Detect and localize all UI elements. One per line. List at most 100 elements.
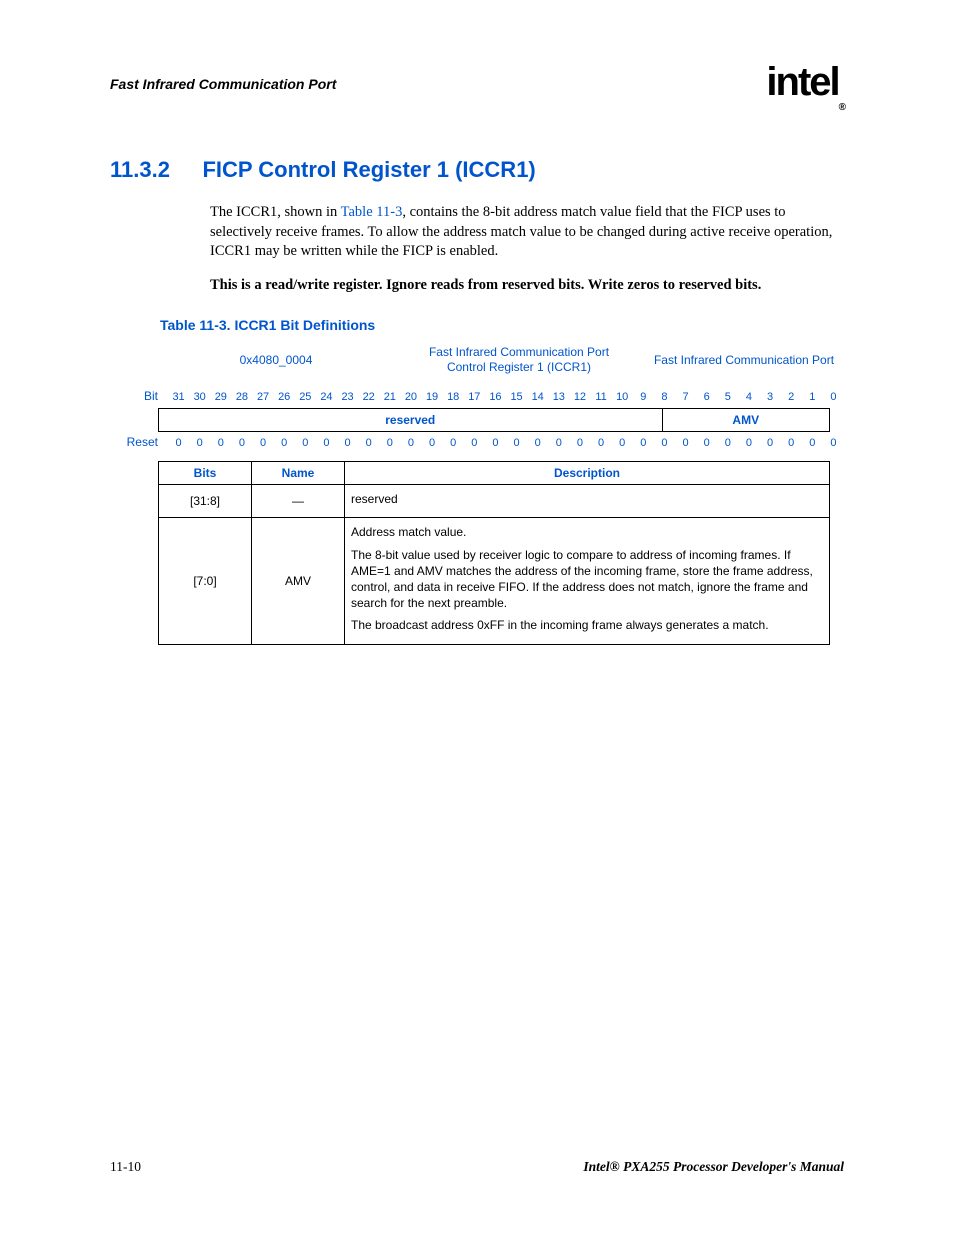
page-footer: 11-10 Intel® PXA255 Processor Developer'… — [110, 1159, 844, 1175]
bit-number-cell: 24 — [316, 389, 337, 405]
description-paragraph: Address match value. — [351, 524, 823, 540]
bit-row-label: Bit — [110, 389, 168, 403]
bit-number-cell: 9 — [633, 389, 654, 405]
description-cell: reserved — [345, 485, 830, 518]
bit-number-cell: 22 — [358, 389, 379, 405]
bit-number-cell: 26 — [274, 389, 295, 405]
description-table: Bits Name Description [31:8]—reserved[7:… — [158, 461, 830, 644]
page-header: Fast Infrared Communication Port intel® — [110, 60, 844, 107]
reset-value-cell: 0 — [379, 435, 400, 451]
reset-value-cell: 0 — [358, 435, 379, 451]
page-number: 11-10 — [110, 1159, 141, 1175]
table-header-row: Bits Name Description — [159, 462, 830, 485]
section-heading: 11.3.2 FICP Control Register 1 (ICCR1) — [110, 157, 844, 183]
reset-value-cell: 0 — [168, 435, 189, 451]
reset-value-cell: 0 — [274, 435, 295, 451]
bit-number-cell: 19 — [422, 389, 443, 405]
bit-number-cell: 3 — [760, 389, 781, 405]
reset-value-cell: 0 — [253, 435, 274, 451]
bit-number-cell: 18 — [443, 389, 464, 405]
reset-value-cell: 0 — [337, 435, 358, 451]
register-address: 0x4080_0004 — [158, 353, 394, 367]
field-box: AMV — [662, 409, 830, 431]
bit-number-cell: 16 — [485, 389, 506, 405]
reset-value-cell: 0 — [654, 435, 675, 451]
reset-value-cell: 0 — [823, 435, 844, 451]
page-container: Fast Infrared Communication Port intel® … — [0, 0, 954, 1235]
reset-value-cell: 0 — [422, 435, 443, 451]
logo-text: intel — [766, 60, 838, 104]
reset-value-cell: 0 — [802, 435, 823, 451]
paragraph-1: The ICCR1, shown in Table 11-3, contains… — [210, 203, 844, 262]
bit-number-cell: 17 — [464, 389, 485, 405]
bit-number-cell: 20 — [400, 389, 421, 405]
reset-value-cell: 0 — [760, 435, 781, 451]
reset-value-cell: 0 — [210, 435, 231, 451]
bit-number-cell: 10 — [612, 389, 633, 405]
bit-number-cell: 4 — [738, 389, 759, 405]
bit-number-cell: 14 — [527, 389, 548, 405]
field-row: reservedAMV — [110, 408, 844, 432]
description-paragraph: The broadcast address 0xFF in the incomi… — [351, 617, 823, 633]
bit-number-cell: 1 — [802, 389, 823, 405]
register-diagram: 0x4080_0004 Fast Infrared Communication … — [110, 345, 844, 644]
bit-number-cell: 0 — [823, 389, 844, 405]
bit-number-cell: 23 — [337, 389, 358, 405]
bit-number-cell: 7 — [675, 389, 696, 405]
bits-cell: [31:8] — [159, 485, 252, 518]
col-name: Name — [252, 462, 345, 485]
bit-number-cell: 13 — [548, 389, 569, 405]
reset-value-cell: 0 — [506, 435, 527, 451]
col-description: Description — [345, 462, 830, 485]
bit-number-cell: 11 — [591, 389, 612, 405]
section-title: FICP Control Register 1 (ICCR1) — [202, 157, 535, 183]
name-cell: AMV — [252, 518, 345, 644]
manual-title: Intel® PXA255 Processor Developer's Manu… — [583, 1159, 844, 1175]
reset-value-cell: 0 — [633, 435, 654, 451]
reset-value-cell: 0 — [738, 435, 759, 451]
table-row: [7:0]AMV Address match value. The 8-bit va… — [159, 518, 830, 644]
reset-value-cell: 0 — [717, 435, 738, 451]
reset-value-cell: 0 — [464, 435, 485, 451]
bit-number-cell: 27 — [253, 389, 274, 405]
reset-value-cell: 0 — [316, 435, 337, 451]
chapter-label: Fast Infrared Communication Port — [110, 76, 336, 92]
col-bits: Bits — [159, 462, 252, 485]
bit-number-cell: 25 — [295, 389, 316, 405]
intel-logo: intel® — [766, 60, 844, 107]
table-row: [31:8]—reserved — [159, 485, 830, 518]
bit-number-cell: 21 — [379, 389, 400, 405]
name-cell: — — [252, 485, 345, 518]
bit-number-cell: 15 — [506, 389, 527, 405]
reset-value-cell: 0 — [612, 435, 633, 451]
bit-number-cell: 8 — [654, 389, 675, 405]
reset-value-cell: 0 — [527, 435, 548, 451]
registered-mark: ® — [839, 102, 844, 113]
bit-number-cell: 6 — [696, 389, 717, 405]
bits-cell: [7:0] — [159, 518, 252, 644]
bit-number-cell: 12 — [569, 389, 590, 405]
reset-value-cell: 0 — [485, 435, 506, 451]
bit-number-cell: 5 — [717, 389, 738, 405]
bit-number-cell: 30 — [189, 389, 210, 405]
bit-number-cell: 28 — [231, 389, 252, 405]
register-name-l1: Fast Infrared Communication Port — [429, 345, 609, 359]
bit-number-row: Bit 313029282726252423222120191817161514… — [110, 389, 844, 405]
reset-value-cell: 0 — [548, 435, 569, 451]
paragraph-2: This is a read/write register. Ignore re… — [210, 276, 844, 296]
reset-row: Reset 00000000000000000000000000000000 — [110, 435, 844, 451]
description-cell: Address match value. The 8-bit value used… — [345, 518, 830, 644]
bit-number-cell: 29 — [210, 389, 231, 405]
table-link[interactable]: Table 11-3 — [341, 204, 403, 220]
p1-text-a: The ICCR1, shown in — [210, 204, 341, 220]
reset-value-cell: 0 — [189, 435, 210, 451]
register-module: Fast Infrared Communication Port — [644, 353, 844, 367]
reset-value-cell: 0 — [443, 435, 464, 451]
reset-value-cell: 0 — [675, 435, 696, 451]
reset-value-cell: 0 — [231, 435, 252, 451]
description-paragraph: The 8-bit value used by receiver logic t… — [351, 547, 823, 612]
reset-value-cell: 0 — [781, 435, 802, 451]
section-number: 11.3.2 — [110, 157, 198, 183]
bit-number-cell: 2 — [781, 389, 802, 405]
reset-value-cell: 0 — [591, 435, 612, 451]
